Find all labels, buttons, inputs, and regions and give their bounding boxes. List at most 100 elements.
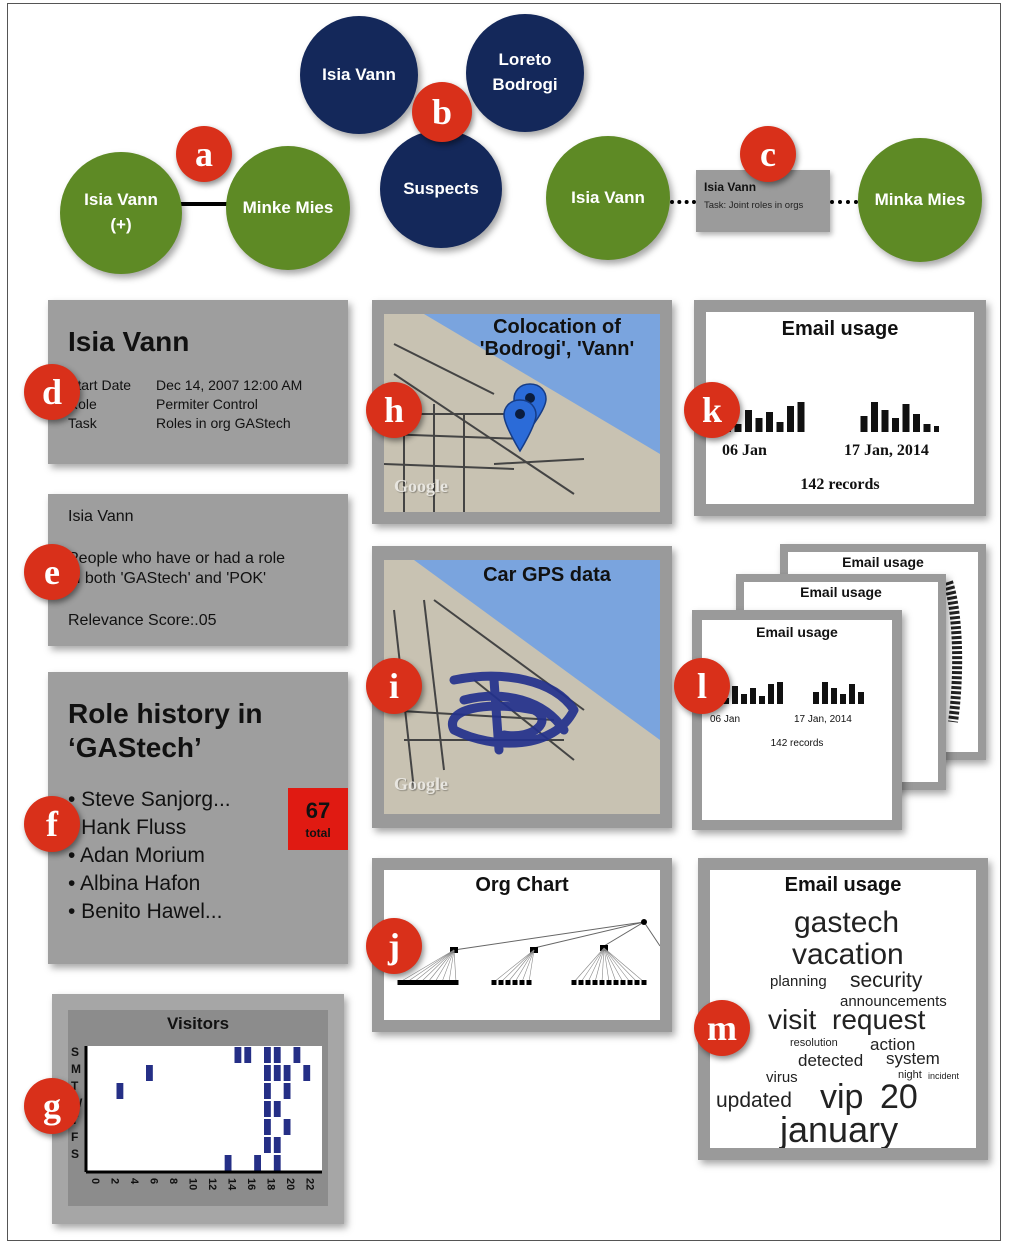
panel-c-dotted-edge-right (830, 200, 858, 204)
role-history-title-line1: Role history in (68, 698, 263, 729)
list-item[interactable]: • Steve Sanjorg... (68, 788, 231, 811)
node-suspects[interactable]: Suspects (380, 130, 502, 248)
back-card-title: Email usage (842, 554, 924, 570)
org-leaf (571, 980, 577, 985)
node-label-line1: Loreto (498, 50, 552, 70)
org-edge (453, 921, 645, 951)
y-tick-label: S (71, 1147, 79, 1161)
org-chart-tree (397, 919, 660, 985)
heatmap-cell (264, 1065, 271, 1081)
email-bar (750, 688, 756, 704)
node-minka-mies[interactable]: Minka Mies (858, 138, 982, 262)
panel-l-front-card[interactable]: Email usage 06 Jan 17 Jan, 2014 142 reco… (692, 610, 902, 830)
badge-b: b (412, 82, 472, 142)
org-leaf (592, 980, 598, 985)
panel-m-wordcloud[interactable]: Email usage gastech vacation planning se… (698, 858, 988, 1160)
colocation-map: Colocation of 'Bodrogi', 'Vann' Google (384, 314, 660, 512)
email-bar (766, 412, 773, 432)
org-edge (493, 949, 535, 983)
panel-f-role-history-card[interactable]: Role history in ‘GAStech’ • Steve Sanjor… (48, 672, 348, 964)
email-bar (858, 692, 864, 704)
node-loreto-bodrogi[interactable]: Loreto Bodrogi (466, 14, 584, 132)
badge-i: i (366, 658, 422, 714)
email-bar (759, 696, 765, 704)
badge-d: d (24, 364, 80, 420)
y-tick-label: T (71, 1079, 79, 1093)
visitors-title: Visitors (166, 1014, 230, 1033)
org-leaf (453, 980, 459, 985)
node-minke-mies[interactable]: Minke Mies (226, 146, 350, 270)
y-tick-label: S (71, 1045, 79, 1059)
panel-j-org-chart[interactable]: Org Chart (372, 858, 672, 1032)
word-planning: planning (770, 973, 827, 990)
org-edge (603, 947, 624, 983)
front-date-left: 06 Jan (710, 714, 741, 725)
word-security: security (850, 969, 923, 992)
edge-label-task: Task: Joint roles in orgs (704, 200, 804, 211)
node-label: Minka Mies (874, 189, 966, 209)
heatmap-cell (273, 1047, 281, 1063)
org-edge (514, 949, 535, 983)
attribute-label: Task (68, 415, 97, 431)
email-bar (777, 682, 783, 704)
email-bar (871, 402, 878, 432)
email-bar (734, 424, 742, 432)
org-leaf (425, 980, 431, 985)
word-january: january (780, 1109, 899, 1148)
org-leaf (436, 980, 442, 985)
word-20: 20 (880, 1078, 918, 1116)
list-item[interactable]: • Hank Fluss (68, 816, 187, 839)
email-bar (813, 692, 819, 704)
org-edge (500, 949, 535, 983)
node-tag: (+) (110, 215, 132, 234)
word-gastech: gastech (794, 906, 900, 939)
word-action: action (870, 1035, 916, 1054)
org-chart-title: Org Chart (475, 874, 569, 896)
org-leaf (578, 980, 584, 985)
list-item[interactable]: • Benito Hawel... (68, 900, 223, 923)
heatmap-cell (264, 1137, 271, 1153)
heatmap-cell (273, 1101, 281, 1117)
email-bar (902, 404, 910, 432)
front-card-title: Email usage (756, 624, 838, 640)
panel-e-relevance-card[interactable]: Isia Vann People who have or had a role … (48, 494, 348, 646)
heatmap-cell (273, 1065, 281, 1081)
email-bar (741, 694, 747, 704)
list-item[interactable]: • Adan Morium (68, 844, 205, 867)
total-badge[interactable]: 67 total (288, 788, 348, 850)
badge-a: a (176, 126, 232, 182)
org-edge (601, 947, 605, 983)
org-leaf (415, 980, 421, 985)
org-edge (533, 921, 645, 949)
panel-c-edge-label[interactable]: Isia Vann Task: Joint roles in orgs (696, 170, 830, 232)
panel-k-email-usage[interactable]: Email usage 06 Jan 17 Jan, 2014 142 reco… (694, 300, 986, 516)
org-edge (603, 947, 610, 983)
org-leaf (620, 980, 626, 985)
colocation-title-line1: Colocation of (493, 316, 621, 338)
badge-k: k (684, 382, 740, 438)
org-edge (399, 949, 455, 983)
node-isia-vann-suspect[interactable]: Isia Vann (300, 16, 418, 134)
panel-d-person-card[interactable]: Isia Vann Start Date Dec 14, 2007 12:00 A… (48, 300, 348, 464)
email-bar (755, 418, 763, 432)
org-leaf (498, 980, 504, 985)
word-updated: updated (716, 1089, 792, 1112)
node-isia-vann-plus[interactable]: Isia Vann (+) (60, 152, 182, 274)
node-isia-vann-c[interactable]: Isia Vann (546, 136, 670, 260)
x-tick-label: 6 (148, 1178, 160, 1184)
org-leaf (404, 980, 410, 985)
org-edge (573, 947, 605, 983)
org-edge (587, 947, 605, 983)
panel-h-colocation-map[interactable]: Colocation of 'Bodrogi', 'Vann' Google (372, 300, 672, 524)
heatmap-cell (273, 1137, 281, 1153)
panel-i-gps-map[interactable]: Car GPS data Google (372, 546, 672, 828)
word-announcements: announcements (840, 993, 947, 1010)
colocation-title-line2: 'Bodrogi', 'Vann' (479, 338, 635, 360)
person-attributes: Start Date Dec 14, 2007 12:00 AM Role Permi… (68, 376, 302, 433)
org-leaf (432, 980, 438, 985)
email-bar (840, 694, 846, 704)
list-item[interactable]: • Albina Hafon (68, 872, 201, 895)
date-right: 17 Jan, 2014 (844, 442, 929, 459)
